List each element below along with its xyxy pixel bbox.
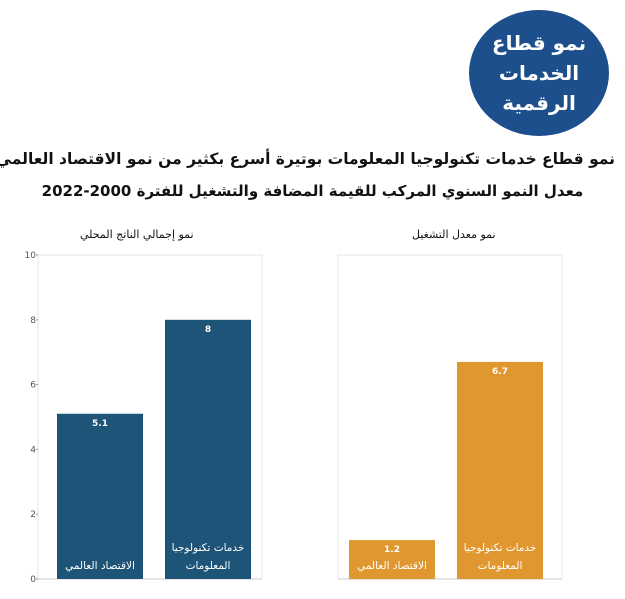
- chart-headline: نمو قطاع خدمات تكنولوجيا المعلومات بوتير…: [0, 150, 615, 168]
- badge-line-3: الرقمية: [502, 91, 576, 115]
- bar-1-1: [457, 361, 543, 579]
- topic-badge: نمو قطاع الخدمات الرقمية: [469, 10, 609, 136]
- y-tick-label: 4: [30, 445, 36, 455]
- panel-title-gdp: نمو إجمالي الناتج المحلي: [80, 228, 194, 241]
- data-label: 1.2: [384, 545, 400, 555]
- category-label: الاقتصاد العالمي: [65, 560, 135, 572]
- category-label: المعلومات: [186, 560, 231, 572]
- category-label: الاقتصاد العالمي: [357, 560, 427, 572]
- bar-0-1: [165, 319, 251, 579]
- y-tick-label: 2: [30, 510, 36, 520]
- category-label: خدمات تكنولوجيا: [464, 542, 537, 554]
- badge-line-1: نمو قطاع: [491, 31, 587, 55]
- y-tick-label: 8: [30, 316, 36, 326]
- bar-1-0: [349, 540, 435, 579]
- y-tick-label: 10: [25, 251, 37, 261]
- y-tick-label: 6: [30, 381, 36, 391]
- category-label: خدمات تكنولوجيا: [172, 542, 245, 554]
- bar-0-0: [57, 413, 143, 579]
- data-label: 6.7: [492, 367, 508, 377]
- data-label: 8: [205, 325, 211, 335]
- panel-title-employment: نمو معدل التشغيل: [412, 228, 496, 241]
- category-label: المعلومات: [478, 560, 523, 572]
- data-label: 5.1: [92, 419, 108, 429]
- chart-subhead: معدل النمو السنوي المركب للقيمة المضافة …: [41, 182, 584, 200]
- badge-line-2: الخدمات: [498, 61, 580, 85]
- y-tick-label: 0: [30, 575, 36, 585]
